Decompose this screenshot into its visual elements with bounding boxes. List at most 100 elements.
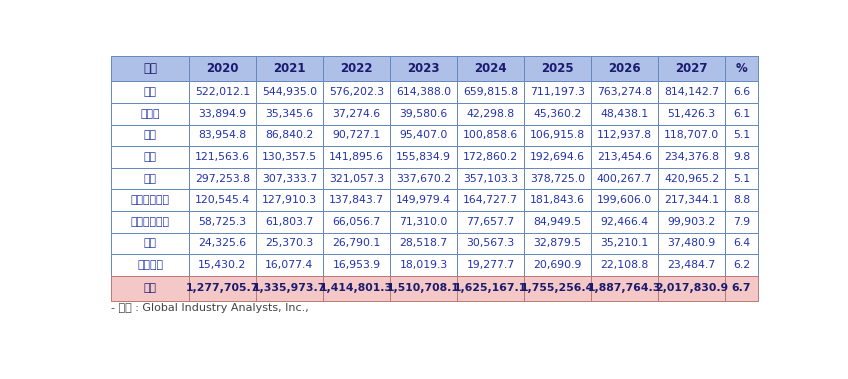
Bar <box>111 190 189 211</box>
Bar <box>658 276 725 301</box>
Bar <box>390 211 457 233</box>
Text: 92,466.4: 92,466.4 <box>600 217 649 227</box>
Text: 2026: 2026 <box>608 62 641 75</box>
Text: 400,267.7: 400,267.7 <box>597 174 652 183</box>
Text: 37,274.6: 37,274.6 <box>332 109 381 119</box>
Bar <box>390 254 457 276</box>
Bar <box>658 146 725 168</box>
Text: 30,567.3: 30,567.3 <box>466 238 515 248</box>
Bar <box>323 56 390 81</box>
Bar <box>256 276 323 301</box>
Text: 763,274.8: 763,274.8 <box>597 87 652 97</box>
Text: 2021: 2021 <box>273 62 305 75</box>
Bar <box>457 103 524 125</box>
Text: 2024: 2024 <box>474 62 507 75</box>
Bar <box>256 146 323 168</box>
Bar <box>189 56 256 81</box>
Bar <box>189 254 256 276</box>
Bar <box>658 125 725 146</box>
Bar <box>658 233 725 254</box>
Text: 58,725.3: 58,725.3 <box>198 217 247 227</box>
Bar <box>390 56 457 81</box>
Bar <box>189 81 256 103</box>
Bar <box>725 103 758 125</box>
Text: 6.1: 6.1 <box>733 109 750 119</box>
Text: 2,017,830.9: 2,017,830.9 <box>655 283 728 293</box>
Text: 112,937.8: 112,937.8 <box>597 130 652 140</box>
Text: 합계: 합계 <box>143 283 157 293</box>
Text: 420,965.2: 420,965.2 <box>664 174 719 183</box>
Bar <box>390 103 457 125</box>
Text: 77,657.7: 77,657.7 <box>466 217 515 227</box>
Text: 86,840.2: 86,840.2 <box>265 130 314 140</box>
Text: 199,606.0: 199,606.0 <box>597 195 652 205</box>
Text: 26,790.1: 26,790.1 <box>332 238 381 248</box>
Bar <box>256 81 323 103</box>
Bar <box>658 190 725 211</box>
Text: 99,903.2: 99,903.2 <box>667 217 716 227</box>
Bar <box>256 190 323 211</box>
Bar <box>457 81 524 103</box>
Bar <box>111 233 189 254</box>
Bar <box>111 211 189 233</box>
Text: 217,344.1: 217,344.1 <box>664 195 719 205</box>
Bar <box>189 190 256 211</box>
Text: 35,210.1: 35,210.1 <box>600 238 649 248</box>
Bar <box>524 276 591 301</box>
Text: 중국: 중국 <box>143 152 157 162</box>
Text: 2020: 2020 <box>206 62 238 75</box>
Bar <box>658 81 725 103</box>
Bar <box>591 125 658 146</box>
Text: 24,325.6: 24,325.6 <box>198 238 247 248</box>
Text: 15,430.2: 15,430.2 <box>198 260 247 270</box>
Bar <box>323 168 390 190</box>
Text: 5.1: 5.1 <box>733 174 750 183</box>
Bar <box>189 233 256 254</box>
Text: 16,077.4: 16,077.4 <box>265 260 314 270</box>
Text: 127,910.3: 127,910.3 <box>262 195 317 205</box>
Text: 2027: 2027 <box>675 62 708 75</box>
Text: 121,563.6: 121,563.6 <box>195 152 250 162</box>
Bar <box>111 125 189 146</box>
Bar <box>323 276 390 301</box>
Text: 7.9: 7.9 <box>733 217 750 227</box>
Bar <box>457 168 524 190</box>
Text: 141,895.6: 141,895.6 <box>329 152 384 162</box>
Text: 라틴아메리카: 라틴아메리카 <box>131 217 170 227</box>
Bar <box>591 254 658 276</box>
Bar <box>111 103 189 125</box>
Bar <box>725 211 758 233</box>
Bar <box>725 168 758 190</box>
Bar <box>591 103 658 125</box>
Text: 213,454.6: 213,454.6 <box>597 152 652 162</box>
Bar <box>725 146 758 168</box>
Text: 106,915.8: 106,915.8 <box>530 130 585 140</box>
Text: 164,727.7: 164,727.7 <box>463 195 518 205</box>
Bar <box>725 233 758 254</box>
Text: 6.7: 6.7 <box>732 283 751 293</box>
Text: 33,894.9: 33,894.9 <box>198 109 247 119</box>
Text: 95,407.0: 95,407.0 <box>399 130 448 140</box>
Text: 66,056.7: 66,056.7 <box>332 217 381 227</box>
Bar <box>591 233 658 254</box>
Bar <box>323 211 390 233</box>
Text: 19,277.7: 19,277.7 <box>466 260 515 270</box>
Text: 71,310.0: 71,310.0 <box>399 217 448 227</box>
Text: 중동: 중동 <box>143 238 157 248</box>
Bar <box>524 254 591 276</box>
Text: 16,953.9: 16,953.9 <box>332 260 381 270</box>
Text: 37,480.9: 37,480.9 <box>667 238 716 248</box>
Text: 172,860.2: 172,860.2 <box>463 152 518 162</box>
Text: 20,690.9: 20,690.9 <box>533 260 582 270</box>
Text: 544,935.0: 544,935.0 <box>262 87 317 97</box>
Bar <box>457 125 524 146</box>
Text: 39,580.6: 39,580.6 <box>399 109 448 119</box>
Bar <box>524 190 591 211</box>
Text: 캐나다: 캐나다 <box>140 109 159 119</box>
Bar <box>256 56 323 81</box>
Bar <box>323 81 390 103</box>
Text: 1,755,256.4: 1,755,256.4 <box>521 283 594 293</box>
Text: 337,670.2: 337,670.2 <box>396 174 451 183</box>
Bar <box>256 125 323 146</box>
Bar <box>658 103 725 125</box>
